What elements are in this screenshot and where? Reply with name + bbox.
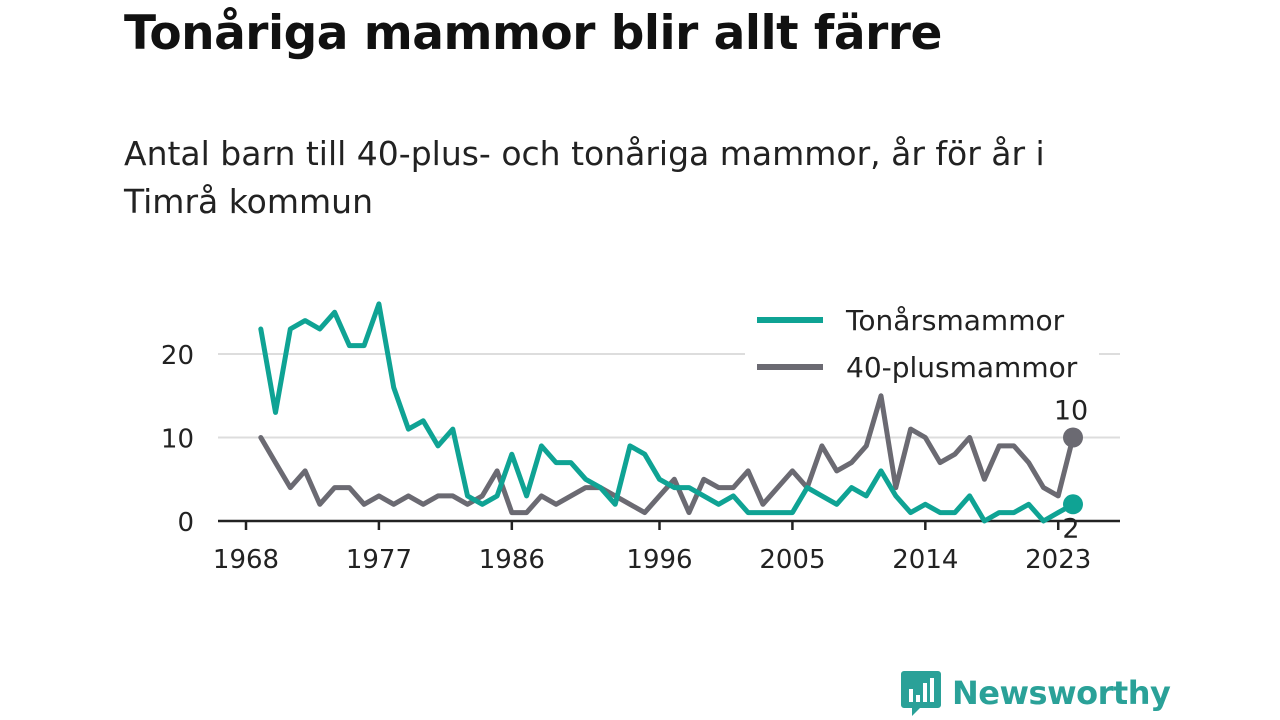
x-tick-label: 2005	[759, 545, 825, 575]
x-tick-label: 2023	[1025, 545, 1091, 575]
y-tick-label: 0	[177, 508, 194, 538]
legend-label-1: 40-plusmammor	[846, 351, 1078, 384]
brand-name: Newsworthy	[952, 674, 1171, 712]
legend: Tonårsmammor 40-plusmammor	[745, 296, 1099, 388]
axes: 0 10 20 1968 1977 1986 1996 2005 2014 2023	[161, 341, 1120, 575]
end-point-1	[1063, 427, 1083, 448]
x-tick-label: 2014	[892, 545, 958, 575]
legend-label-0: Tonårsmammor	[845, 304, 1065, 337]
end-label-0: 2	[1062, 513, 1079, 544]
chart-subtitle: Antal barn till 40-plus- och tonåriga ma…	[124, 134, 1045, 221]
x-tick-label: 1996	[626, 545, 692, 575]
bar-chart-bubble-icon	[901, 671, 941, 716]
x-tick-label: 1968	[213, 545, 279, 575]
series-line-0	[258, 301, 1076, 524]
series-lines: 2 10	[258, 301, 1088, 544]
end-label-1: 10	[1054, 396, 1088, 427]
x-tick-label: 1986	[479, 545, 545, 575]
chart-title: Tonåriga mammor blir allt färre	[124, 6, 942, 61]
legend-background	[745, 296, 1099, 388]
newsworthy-logo: Newsworthy	[900, 668, 1171, 718]
end-point-0	[1063, 494, 1083, 515]
y-tick-label: 10	[161, 425, 194, 455]
series-line-1	[258, 393, 1076, 516]
y-tick-label: 20	[161, 341, 194, 371]
x-tick-label: 1977	[346, 545, 412, 575]
